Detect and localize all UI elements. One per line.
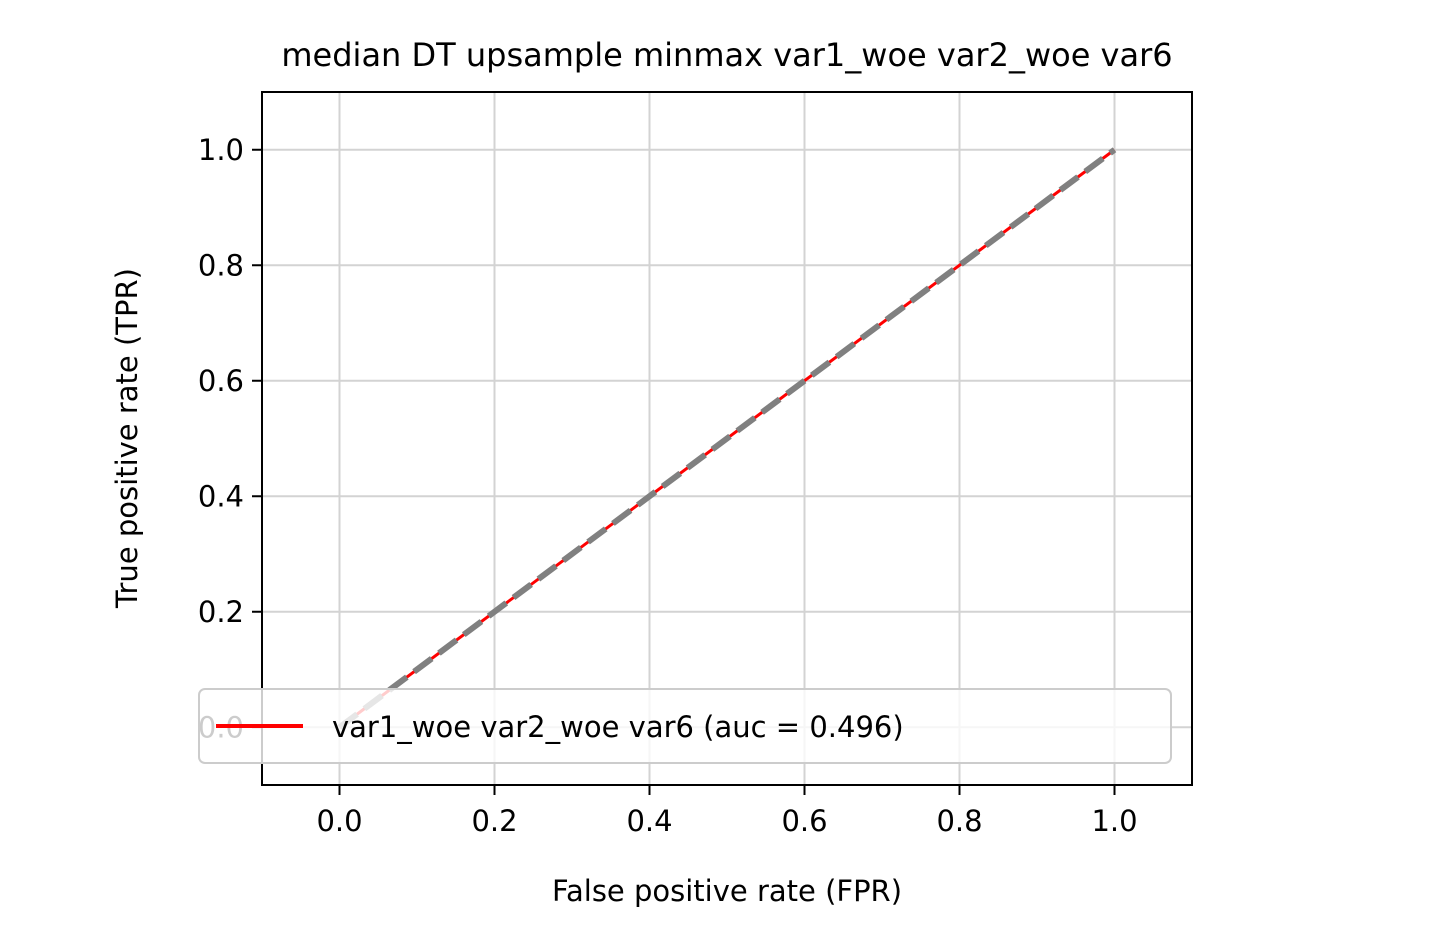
x-tick-label-2: 0.4 (626, 804, 672, 838)
y-axis-label: True positive rate (TPR) (110, 268, 144, 609)
x-tick-label-5: 1.0 (1091, 804, 1137, 838)
legend-label: var1_woe var2_woe var6 (auc = 0.496) (332, 710, 904, 744)
grid-lines (262, 92, 1192, 785)
x-tick-label-4: 0.8 (936, 804, 982, 838)
y-tick-label-4: 0.8 (198, 248, 244, 282)
plot-series (337, 147, 1117, 730)
y-tick-label-1: 0.2 (198, 595, 244, 629)
x-tick-label-3: 0.6 (781, 804, 827, 838)
axes-frame (261, 91, 1193, 786)
legend-box (198, 688, 1172, 764)
chart-title: median DT upsample minmax var1_woe var2_… (281, 36, 1172, 74)
x-axis-label: False positive rate (FPR) (552, 874, 902, 908)
chance-diagonal-line (337, 147, 1117, 730)
y-tick-label-2: 0.4 (198, 479, 244, 513)
y-tick-label-3: 0.6 (198, 364, 244, 398)
x-tick-label-0: 0.0 (316, 804, 362, 838)
legend: var1_woe var2_woe var6 (auc = 0.496) (198, 688, 1172, 764)
axis-ticks: 0.00.20.40.60.81.00.00.20.40.60.81.0 (198, 133, 1138, 838)
y-tick-label-5: 1.0 (198, 133, 244, 167)
x-tick-label-1: 0.2 (471, 804, 517, 838)
